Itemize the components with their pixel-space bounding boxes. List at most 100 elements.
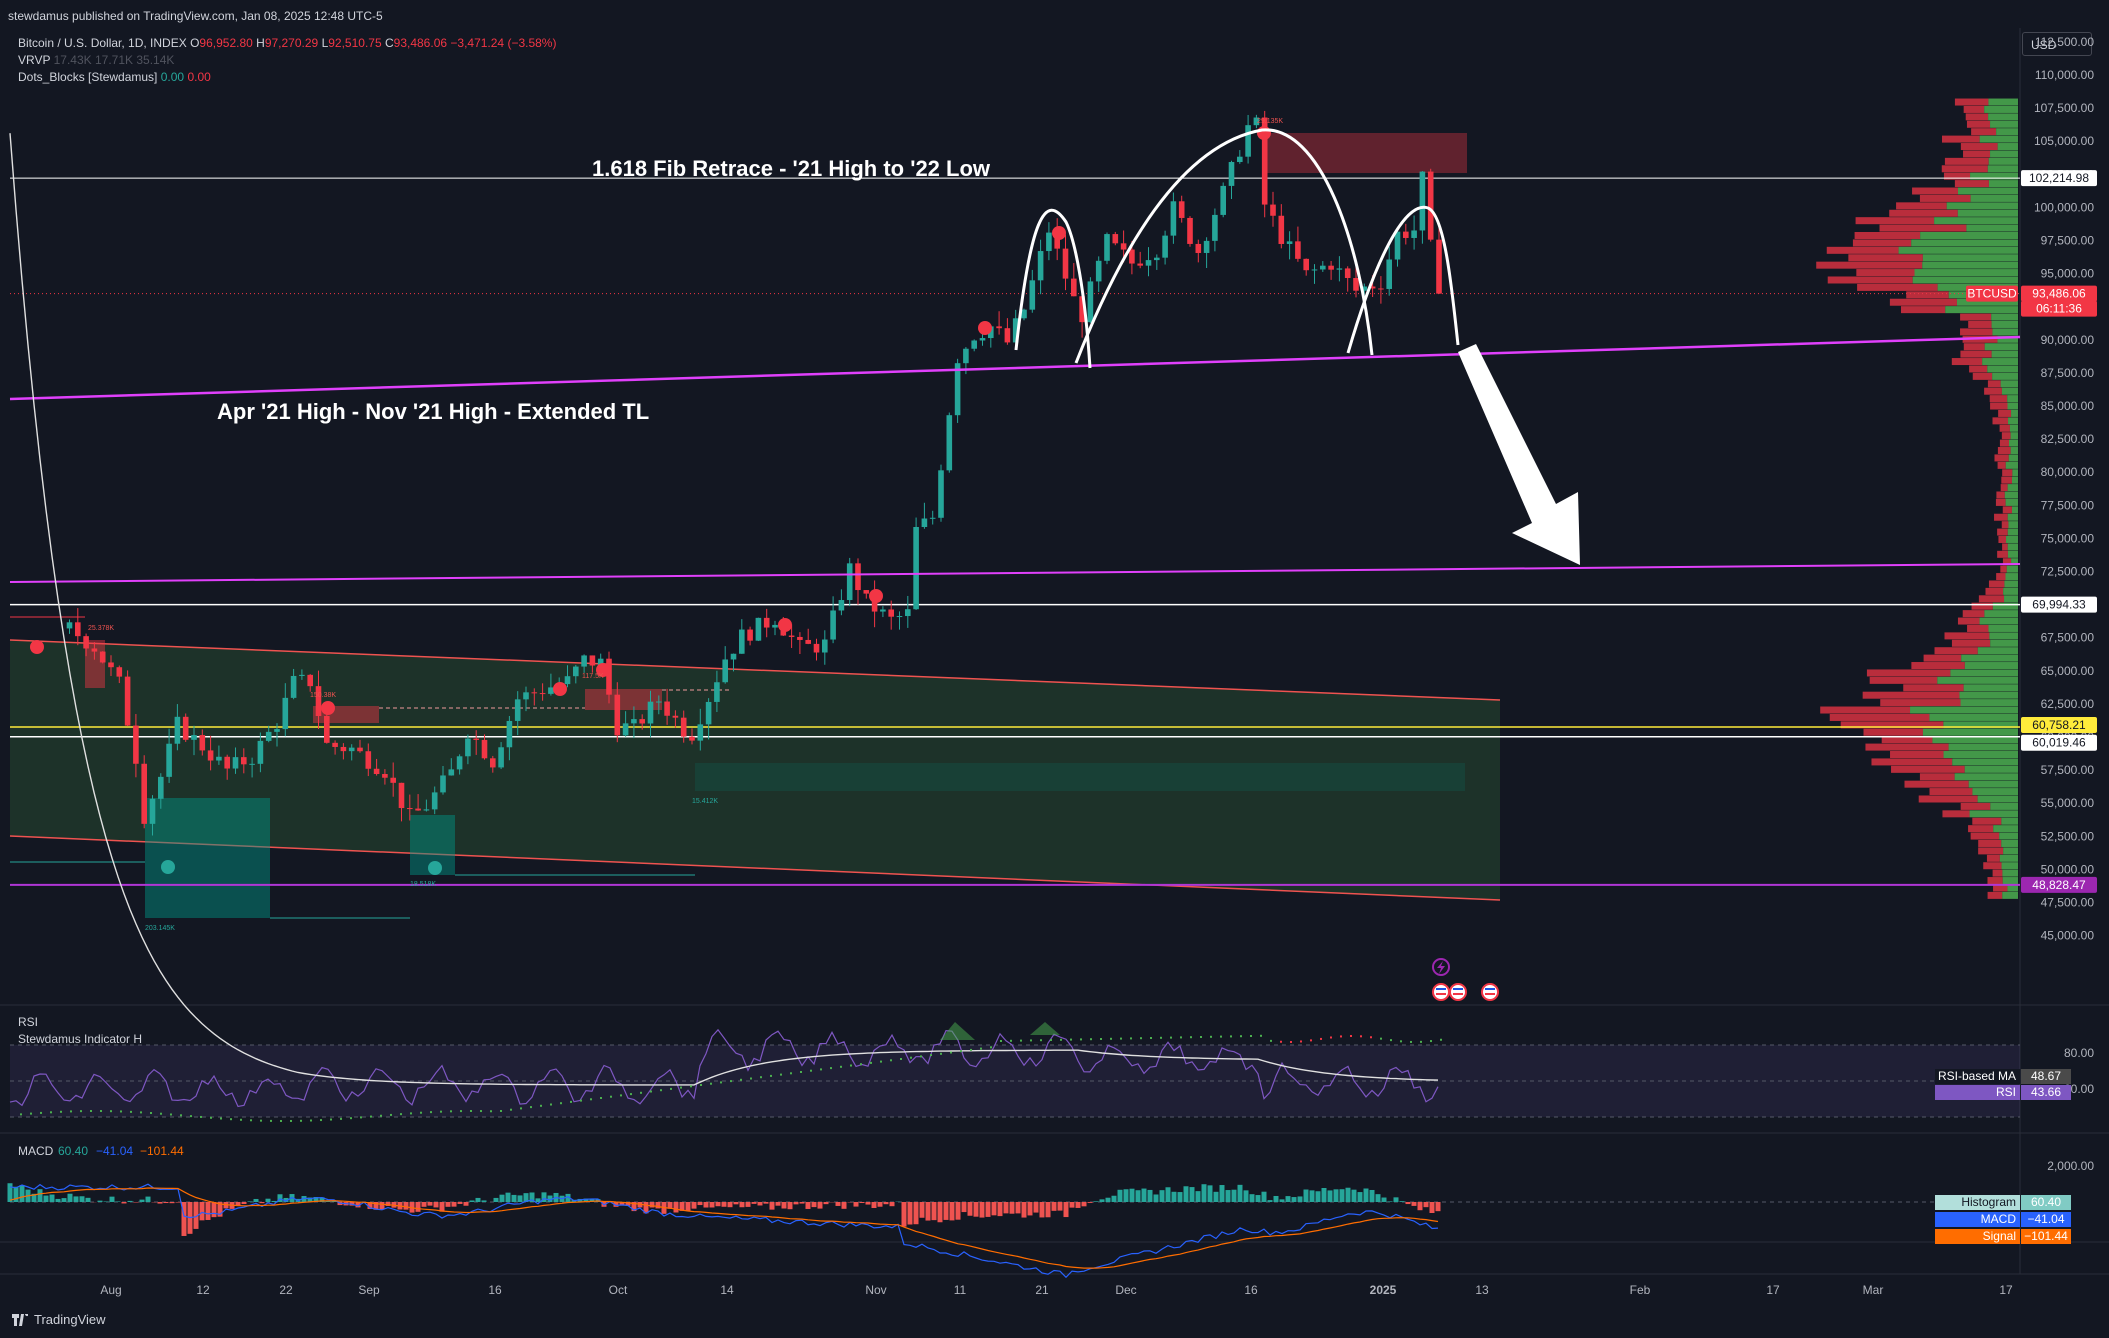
volume-bar-down bbox=[2001, 432, 2011, 440]
dots-blocks-legend[interactable]: Dots_Blocks [Stewdamus] 0.00 0.00 bbox=[18, 70, 211, 84]
macd-histogram-bar bbox=[475, 1197, 481, 1202]
indicator-h-dot bbox=[1170, 1036, 1172, 1039]
legend-value: −101.44 bbox=[2024, 1229, 2068, 1243]
volume-bar-down bbox=[1963, 150, 1991, 158]
price-label-text: 60,019.46 bbox=[2032, 736, 2086, 750]
rsi-ma-line bbox=[9, 133, 1439, 1086]
indicator-h-dot bbox=[90, 1110, 92, 1113]
indicator-h-dot bbox=[730, 1080, 732, 1083]
macd-histogram-bar bbox=[565, 1193, 571, 1202]
macd-histogram-bar bbox=[589, 1198, 595, 1202]
indicator-h-dot bbox=[1110, 1037, 1112, 1040]
macd-histogram-bar bbox=[1255, 1195, 1261, 1202]
candle-up bbox=[1203, 240, 1210, 253]
macd-histogram-bar bbox=[247, 1201, 253, 1202]
volume-bar-down bbox=[1912, 187, 1958, 195]
volume-bar-up bbox=[1920, 231, 2018, 239]
order-block-label: 15.412K bbox=[692, 798, 718, 805]
price-tick-label: 67,500.00 bbox=[2041, 631, 2095, 645]
candle-down bbox=[83, 636, 89, 649]
macd-histogram-bar bbox=[979, 1202, 985, 1218]
price-tick-label: 55,000.00 bbox=[2041, 796, 2095, 810]
price-tick-label: 87,500.00 bbox=[2041, 366, 2095, 380]
candle-up bbox=[290, 675, 297, 698]
volume-bar-up bbox=[1992, 372, 2018, 380]
indicator-h-dot bbox=[930, 1054, 932, 1057]
volume-bar-up bbox=[1943, 721, 2018, 729]
indicator-h-dot bbox=[840, 1065, 842, 1068]
volume-bar-up bbox=[1957, 187, 2018, 195]
candle-down bbox=[241, 757, 247, 765]
candle-down bbox=[1071, 278, 1077, 297]
volume-bar-up bbox=[2004, 491, 2018, 499]
candle-down bbox=[1270, 204, 1276, 216]
candle-down bbox=[99, 651, 106, 663]
indicator-h-dot bbox=[850, 1064, 852, 1067]
macd-histogram-bar bbox=[637, 1202, 643, 1208]
volume-bar-up bbox=[1943, 751, 2018, 759]
indicator-h-title: Stewdamus Indicator H bbox=[18, 1032, 142, 1046]
volume-bar-up bbox=[1911, 239, 2018, 247]
volume-bar-down bbox=[1848, 254, 1923, 262]
volume-bar-down bbox=[2000, 484, 2008, 492]
indicator-h-dot bbox=[70, 1110, 72, 1113]
macd-histogram-bar bbox=[1207, 1185, 1213, 1202]
volume-bar-down bbox=[1960, 328, 1993, 336]
macd-histogram-bar bbox=[199, 1202, 205, 1221]
candle-up bbox=[921, 518, 928, 527]
macd-histogram-bar bbox=[1327, 1190, 1333, 1202]
candle-up bbox=[631, 719, 637, 724]
candle-down bbox=[124, 676, 131, 726]
macd-histogram-bar bbox=[37, 1189, 43, 1202]
volume-bar-up bbox=[1984, 105, 2018, 113]
time-axis[interactable]: Aug 12 22 Sep 16 Oct 14 Nov 11 21 Dec 16 2025 13 Feb 17… bbox=[100, 1283, 2013, 1297]
legend-value-box bbox=[2021, 1069, 2071, 1084]
candle-down bbox=[763, 617, 770, 628]
macd-histogram-bar bbox=[649, 1202, 655, 1208]
macd-histogram-bar bbox=[439, 1202, 445, 1212]
macd-histogram-bar bbox=[1063, 1202, 1069, 1218]
indicator-h-dot bbox=[820, 1068, 822, 1071]
annotation-texts: RSI Stewdamus Indicator H MACD 60.40 −41.04−… bbox=[18, 118, 1499, 1158]
indicator-h-dot bbox=[50, 1111, 52, 1114]
rsi-tick-label: 80.00 bbox=[2064, 1046, 2094, 1060]
macd-histogram-bar bbox=[1225, 1190, 1231, 1202]
tradingview-brand[interactable]: TradingView bbox=[12, 1312, 106, 1327]
macd-histogram-bar bbox=[1417, 1202, 1423, 1211]
indicator-h-dot bbox=[190, 1115, 192, 1118]
volume-bar-up bbox=[1963, 684, 2018, 692]
macd-histogram-bar bbox=[79, 1196, 85, 1202]
vrvp-legend[interactable]: VRVP 17.43K 17.71K 35.14K bbox=[18, 53, 175, 67]
indicator-h-dot bbox=[1210, 1035, 1212, 1038]
candle-down bbox=[1328, 265, 1334, 270]
indicator-h-dot bbox=[1030, 1039, 1032, 1042]
volume-bar-up bbox=[2011, 409, 2018, 417]
candle-down bbox=[324, 716, 330, 743]
price-tick-label: 105,000.00 bbox=[2034, 134, 2094, 148]
volume-bar-down bbox=[1997, 461, 2006, 469]
volume-bar-up bbox=[1992, 602, 2018, 610]
macd-histogram-bar bbox=[613, 1202, 619, 1207]
candle-down bbox=[415, 808, 421, 811]
volume-bar-up bbox=[1993, 825, 2018, 833]
macd-histogram-bar bbox=[625, 1202, 631, 1206]
extended-trendline bbox=[9, 335, 2021, 401]
volume-bar-up bbox=[2002, 891, 2018, 899]
volume-bar-up bbox=[1960, 699, 2018, 707]
macd-histogram-bar bbox=[331, 1200, 337, 1202]
volume-bar-down bbox=[1992, 869, 2003, 877]
indicator-h-dot bbox=[440, 1110, 442, 1113]
volume-bar-up bbox=[1970, 172, 2018, 180]
volume-bar-down bbox=[1987, 380, 2001, 388]
symbol-legend[interactable]: Bitcoin / U.S. Dollar, 1D, INDEX O96,952… bbox=[18, 36, 556, 50]
indicator-h-dot bbox=[450, 1110, 452, 1113]
indicator-h-dot bbox=[110, 1110, 112, 1113]
indicator-h-dot bbox=[1000, 1040, 1002, 1042]
indicator-h-dot bbox=[870, 1061, 872, 1064]
volume-bar-down bbox=[1889, 298, 1957, 306]
tradingview-logo-icon bbox=[12, 1313, 28, 1326]
macd-histogram-bar bbox=[715, 1202, 721, 1207]
time-tick-label: 21 bbox=[1035, 1283, 1049, 1297]
currency-selector[interactable]: USD bbox=[2022, 32, 2092, 56]
